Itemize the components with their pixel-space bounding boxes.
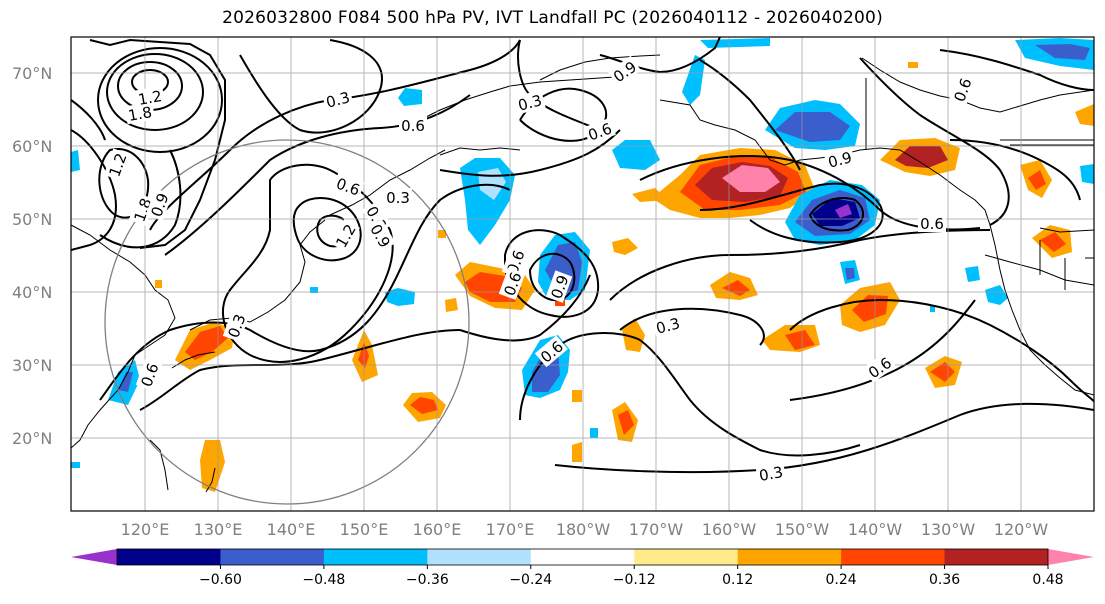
colorbar-extend-high xyxy=(1048,549,1094,565)
colorbar-tick-label: −0.36 xyxy=(406,572,449,588)
colorbar-tick-label: 0.12 xyxy=(722,572,753,588)
lat-label: 40°N xyxy=(12,283,52,302)
coastlines xyxy=(71,54,1094,493)
contour-label: 0.9 xyxy=(826,148,854,172)
lon-label: 160°W xyxy=(702,520,757,539)
lat-label: 20°N xyxy=(12,429,52,448)
lat-label: 60°N xyxy=(12,137,52,156)
latitude-labels: 70°N 60°N 50°N 40°N 30°N 20°N xyxy=(12,64,52,448)
colorbar-cell xyxy=(944,549,1049,565)
pv-contours xyxy=(71,37,1094,474)
lat-label: 50°N xyxy=(12,210,52,229)
colorbar-cell xyxy=(634,549,739,565)
lon-label: 170°W xyxy=(629,520,684,539)
colorbar-cell xyxy=(117,549,221,565)
colorbar-tick-label: −0.24 xyxy=(509,572,552,588)
longitude-labels: 120°E 130°E 140°E 150°E 160°E 170°E 180°… xyxy=(121,520,1049,539)
lon-label: 120°W xyxy=(994,520,1049,539)
map-frame xyxy=(70,36,1095,512)
colorbar-cell xyxy=(323,549,428,565)
lon-label: 150°E xyxy=(340,520,389,539)
contour-label: 0.6 xyxy=(920,215,944,233)
colorbar-tick-label: −0.48 xyxy=(302,572,345,588)
lon-label: 160°E xyxy=(413,520,462,539)
contour-label: 1.2 xyxy=(137,87,164,109)
colorbar-cell xyxy=(427,549,532,565)
contour-label: 0.3 xyxy=(758,463,785,485)
contour-label: 1.8 xyxy=(127,103,154,125)
lon-label: 140°E xyxy=(267,520,316,539)
contour-label: 0.3 xyxy=(386,189,410,207)
lat-label: 70°N xyxy=(12,64,52,83)
colorbar-cell xyxy=(737,549,842,565)
lon-label: 120°E xyxy=(121,520,170,539)
chart-title: 2026032800 F084 500 hPa PV, IVT Landfall… xyxy=(222,8,883,28)
colorbar-cell xyxy=(841,549,946,565)
colorbar-tick-label: 0.24 xyxy=(826,572,857,588)
lon-label: 180°W xyxy=(556,520,611,539)
gridlines xyxy=(71,37,1094,511)
lat-label: 30°N xyxy=(12,356,52,375)
lon-label: 140°W xyxy=(848,520,903,539)
contour-label: 0.3 xyxy=(654,314,682,338)
reference-circle xyxy=(104,139,470,505)
colorbar-extend-low xyxy=(71,549,117,565)
colorbar: −0.60 −0.48 −0.36 −0.24 −0.12 0.12 0.24 0.36 0.4… xyxy=(71,548,1094,588)
contour-label: 0.3 xyxy=(324,88,352,112)
lon-label: 130°E xyxy=(194,520,243,539)
contour-label: 0.6 xyxy=(401,117,425,135)
lon-label: 170°E xyxy=(486,520,535,539)
colorbar-cell xyxy=(530,549,635,565)
contour-label: 0.3 xyxy=(516,91,544,115)
colorbar-tick-label: −0.12 xyxy=(613,572,656,588)
colorbar-tick-label: 0.48 xyxy=(1032,572,1063,588)
lon-label: 150°W xyxy=(775,520,830,539)
colorbar-cell xyxy=(220,549,325,565)
lon-label: 130°W xyxy=(921,520,976,539)
colorbar-tick-label: −0.60 xyxy=(199,572,242,588)
colorbar-tick-label: 0.36 xyxy=(929,572,960,588)
shaded-anomalies xyxy=(71,38,1094,492)
